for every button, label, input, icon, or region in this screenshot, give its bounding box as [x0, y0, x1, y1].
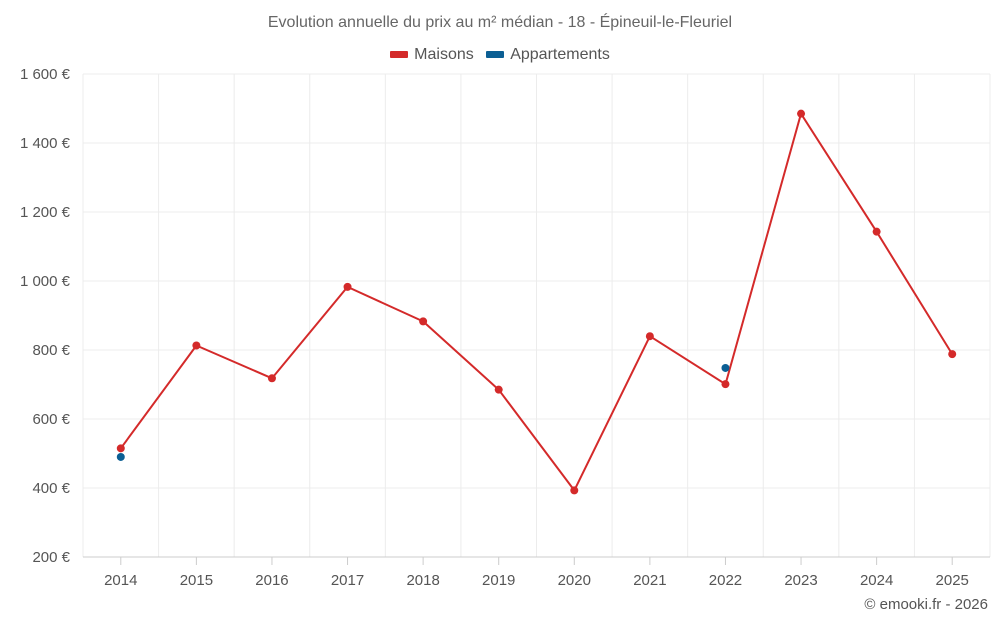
- x-tick-label: 2018: [406, 572, 439, 589]
- chart-title: Evolution annuelle du prix au m² médian …: [267, 14, 733, 31]
- x-tick-label: 2020: [558, 572, 591, 589]
- y-tick-label: 600 €: [32, 411, 70, 428]
- legend-label-appartements: Appartements: [510, 45, 610, 63]
- data-point-maisons[interactable]: [721, 380, 730, 389]
- y-tick-label: 1 200 €: [20, 204, 71, 221]
- data-point-maisons[interactable]: [872, 227, 881, 236]
- y-tick-label: 200 €: [32, 549, 70, 566]
- data-point-maisons[interactable]: [267, 374, 276, 383]
- data-point-maisons[interactable]: [570, 486, 579, 495]
- credit: © emooki.fr - 2026: [864, 596, 988, 613]
- series-line-maisons: [119, 112, 954, 492]
- legend-item-maisons[interactable]: Maisons: [390, 46, 474, 64]
- x-tick-label: 2016: [255, 572, 288, 589]
- series: [116, 109, 957, 495]
- data-point-maisons[interactable]: [116, 444, 125, 453]
- x-tick-label: 2014: [104, 572, 137, 589]
- data-point-maisons[interactable]: [419, 317, 428, 326]
- y-tick-label: 1 600 €: [20, 66, 71, 83]
- x-tick-label: 2015: [180, 572, 213, 589]
- x-tick-label: 2025: [936, 572, 969, 589]
- legend-item-appartements[interactable]: Appartements: [486, 46, 610, 64]
- legend-swatch-maisons: [390, 51, 409, 58]
- data-point-maisons[interactable]: [343, 282, 352, 291]
- y-tick-label: 1 000 €: [20, 273, 71, 290]
- axes: 200 € 400 € 600 € 800 € 1 000 € 1 200 € 1 400 …: [20, 66, 990, 589]
- data-point-maisons[interactable]: [948, 350, 957, 359]
- legend-label-maisons: Maisons: [414, 45, 474, 63]
- x-tick-label: 2023: [784, 572, 817, 589]
- legend: Maisons Appartements: [0, 45, 1000, 64]
- data-point-maisons[interactable]: [797, 109, 806, 118]
- y-tick-label: 400 €: [32, 480, 70, 497]
- y-tick-label: 1 400 €: [20, 135, 71, 152]
- legend-swatch-appartements: [486, 51, 505, 58]
- x-tick-label: 2019: [482, 572, 515, 589]
- data-point-appartements[interactable]: [116, 452, 125, 461]
- x-tick-label: 2017: [331, 572, 364, 589]
- data-point-maisons[interactable]: [192, 341, 201, 350]
- grid: [82, 73, 991, 557]
- data-point-maisons[interactable]: [645, 332, 654, 341]
- y-tick-label: 800 €: [32, 342, 70, 359]
- x-tick-label: 2021: [633, 572, 666, 589]
- data-point-appartements[interactable]: [721, 363, 730, 372]
- data-point-maisons[interactable]: [494, 385, 503, 394]
- x-tick-label: 2022: [709, 572, 742, 589]
- x-tick-label: 2024: [860, 572, 893, 589]
